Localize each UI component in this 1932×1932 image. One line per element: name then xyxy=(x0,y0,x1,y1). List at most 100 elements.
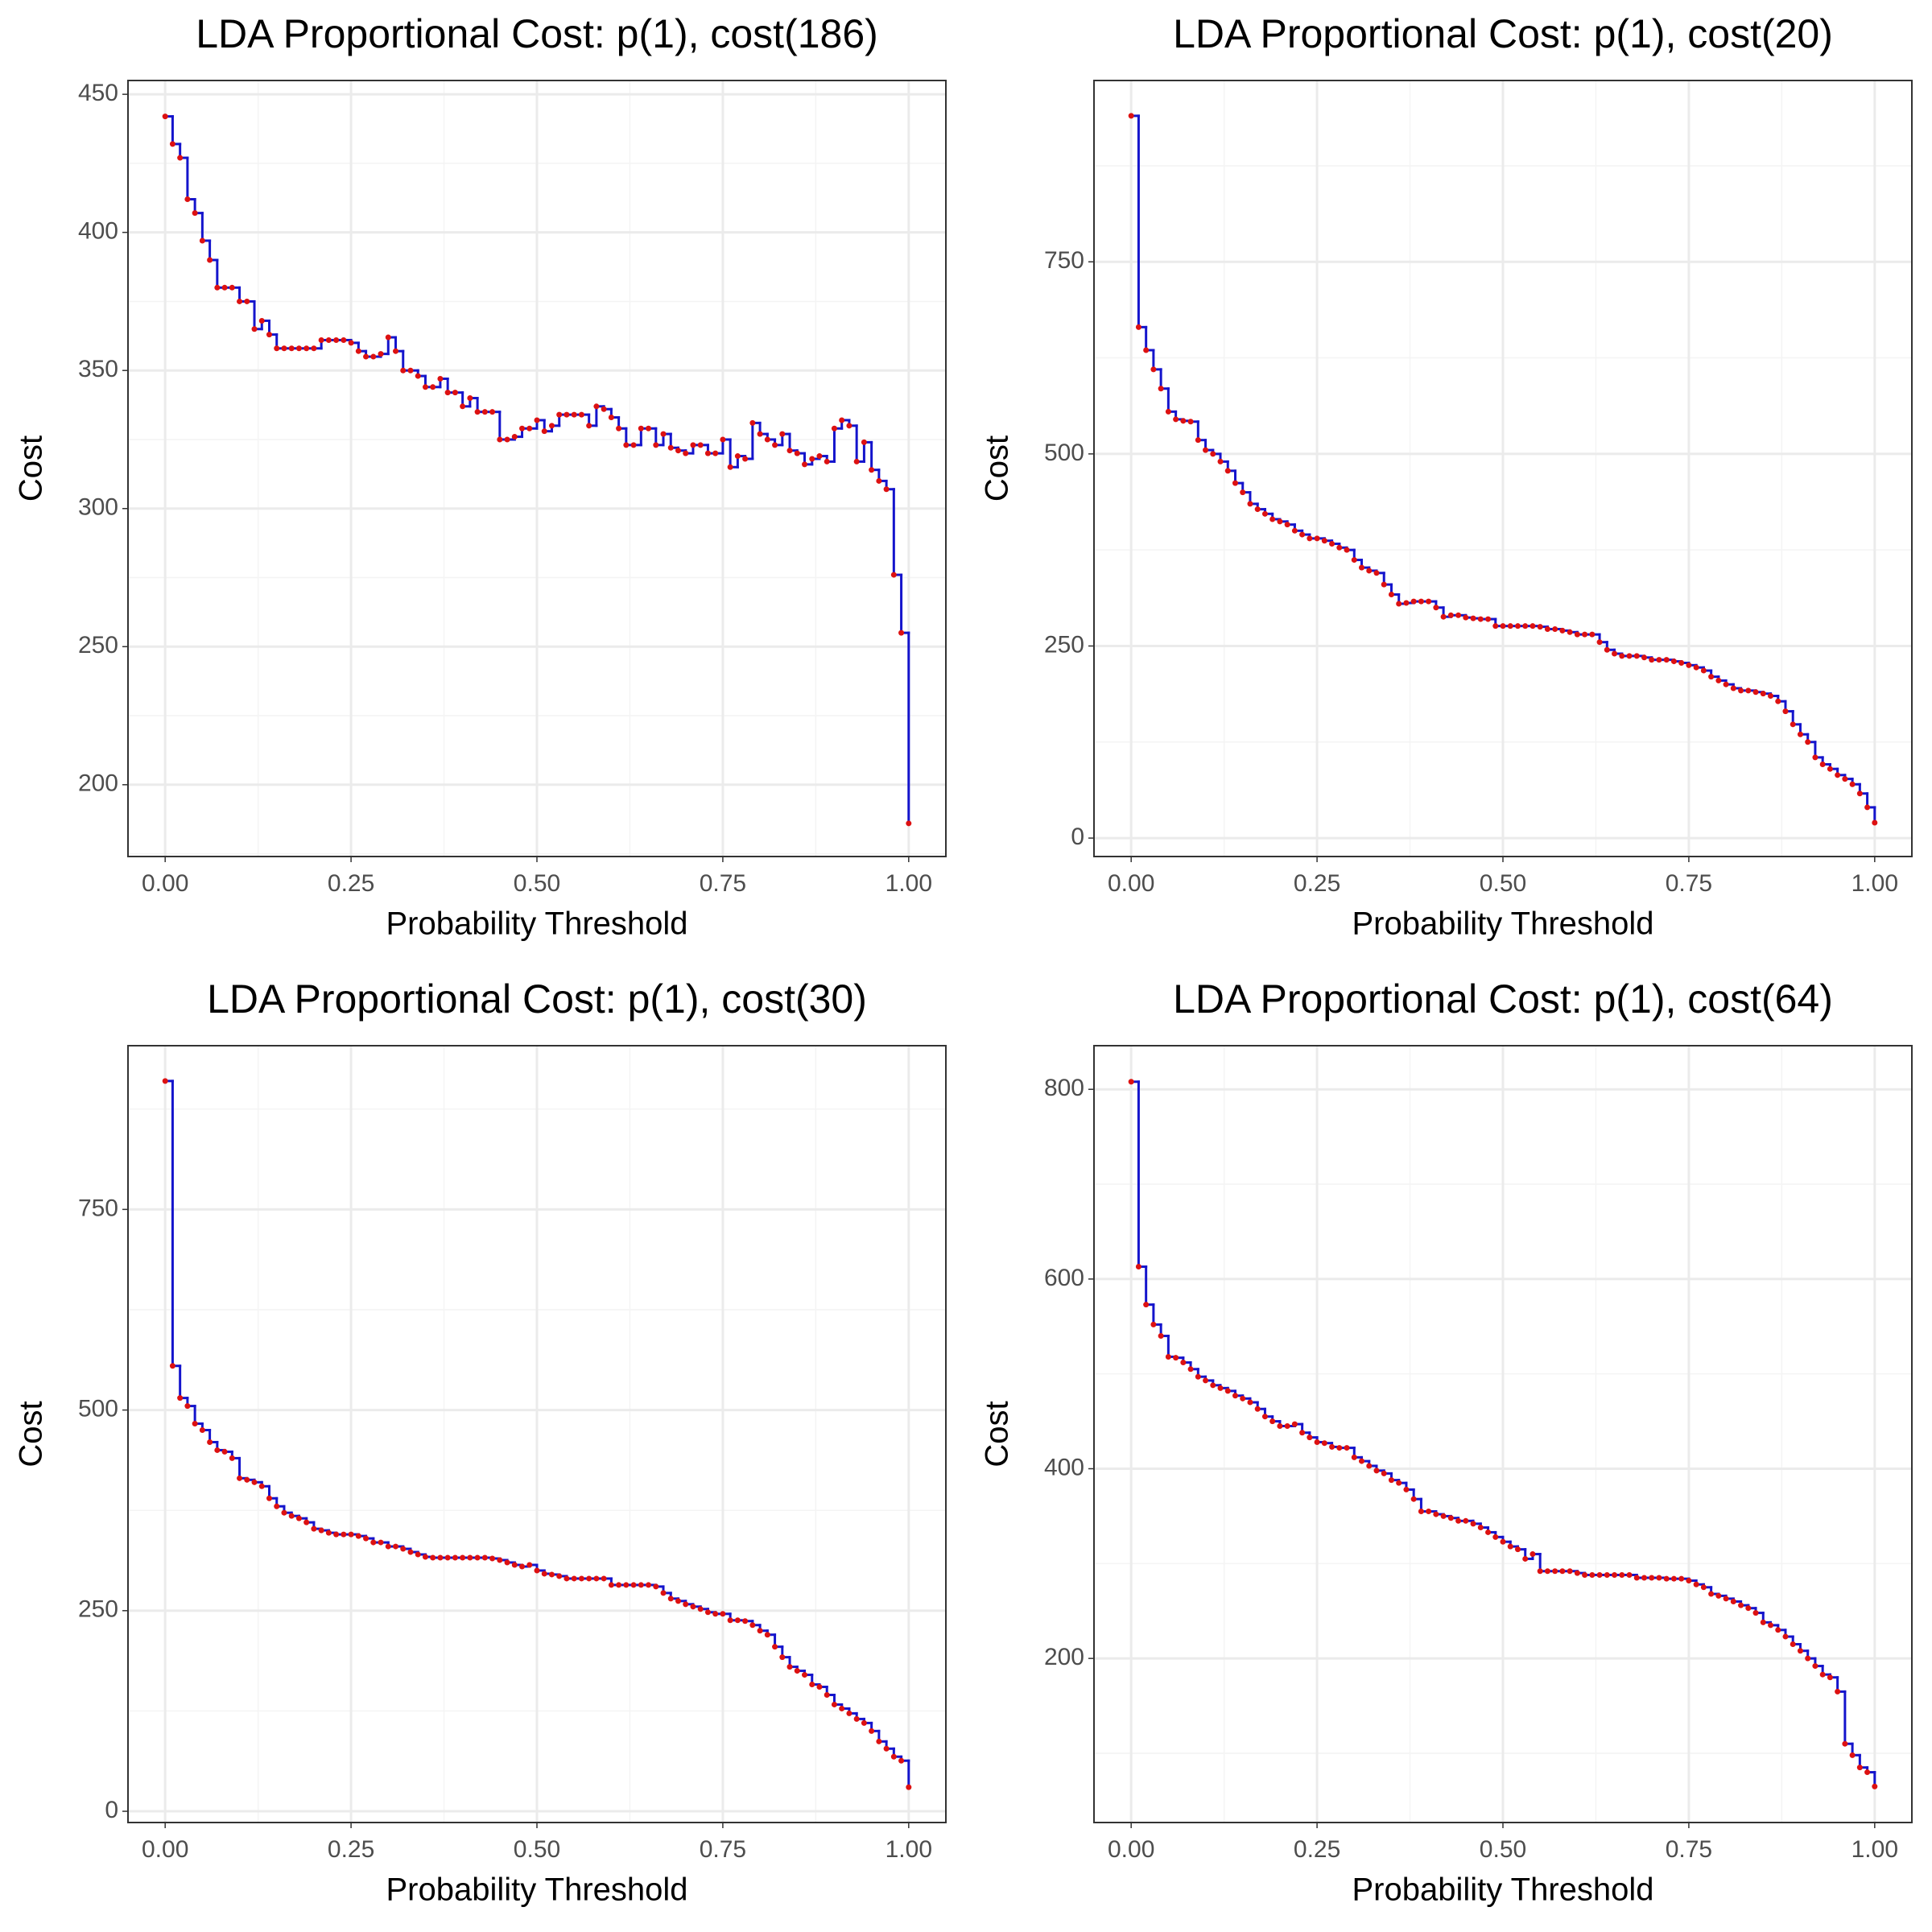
data-point xyxy=(1530,623,1536,630)
data-point xyxy=(1715,677,1722,683)
data-point xyxy=(690,442,696,448)
x-tick-label: 0.25 xyxy=(1294,1836,1340,1863)
chart-title: LDA Proportional Cost: p(1), cost(64) xyxy=(1173,976,1833,1022)
data-point xyxy=(683,450,689,456)
data-point xyxy=(1500,1538,1506,1545)
panel-border xyxy=(127,80,947,857)
y-tick-label: 350 xyxy=(78,356,118,382)
data-point xyxy=(1641,1575,1647,1581)
data-point xyxy=(169,1363,175,1369)
data-point xyxy=(1752,689,1759,696)
data-point xyxy=(1366,568,1373,574)
data-point xyxy=(1224,1388,1231,1394)
data-point xyxy=(251,1479,258,1485)
data-point xyxy=(1567,1568,1573,1575)
x-tick-label: 0.50 xyxy=(1480,870,1526,897)
data-point xyxy=(1210,1382,1216,1389)
y-tick-label: 200 xyxy=(78,770,118,797)
y-axis-title: Cost xyxy=(14,436,49,502)
data-point xyxy=(274,1503,280,1509)
data-point xyxy=(1433,1511,1439,1517)
data-point xyxy=(385,334,391,341)
data-point xyxy=(177,155,184,161)
data-point xyxy=(779,431,786,437)
data-point xyxy=(890,1753,897,1760)
y-axis-title: Cost xyxy=(980,1401,1015,1467)
data-point xyxy=(1492,1534,1499,1540)
x-tick-label: 0.00 xyxy=(1108,1836,1154,1863)
data-point xyxy=(1812,754,1818,761)
data-point xyxy=(1359,1458,1365,1464)
data-point xyxy=(809,456,815,462)
data-point xyxy=(1269,516,1276,522)
data-point xyxy=(906,820,912,827)
y-tick-label: 500 xyxy=(78,1396,118,1422)
data-point xyxy=(586,423,592,429)
data-point xyxy=(898,1757,905,1764)
data-point xyxy=(221,1448,228,1455)
data-point xyxy=(519,1563,526,1570)
data-point xyxy=(400,1546,407,1552)
data-point xyxy=(162,1078,168,1084)
y-tick-label: 200 xyxy=(1044,1644,1084,1670)
data-point xyxy=(571,1575,577,1582)
data-point xyxy=(779,1654,786,1661)
data-point xyxy=(1418,1509,1424,1515)
data-point xyxy=(824,1691,830,1698)
data-point xyxy=(370,1539,377,1546)
data-point xyxy=(1158,1333,1164,1340)
data-point xyxy=(1314,535,1320,542)
data-point xyxy=(467,395,473,402)
data-point xyxy=(1537,624,1543,630)
data-point xyxy=(333,336,340,343)
data-point xyxy=(1351,557,1357,564)
data-point xyxy=(1738,687,1744,694)
y-tick-label: 600 xyxy=(1044,1265,1084,1291)
panel-border xyxy=(127,1045,947,1823)
data-point xyxy=(861,1719,867,1726)
data-point xyxy=(1373,570,1380,576)
data-point xyxy=(1150,366,1157,373)
y-tick-label: 400 xyxy=(1044,1454,1084,1480)
data-point xyxy=(1849,1752,1856,1758)
data-point xyxy=(802,1672,808,1678)
data-point xyxy=(712,450,719,456)
data-point xyxy=(348,1531,354,1538)
data-point xyxy=(764,1632,770,1638)
data-point xyxy=(697,442,704,448)
data-point xyxy=(1819,761,1826,767)
data-point xyxy=(727,1617,733,1624)
data-point xyxy=(1180,418,1187,424)
data-point xyxy=(474,1554,481,1561)
data-point xyxy=(1418,598,1424,605)
y-tick-label: 450 xyxy=(78,80,118,106)
data-point xyxy=(303,1519,310,1525)
data-point xyxy=(1574,631,1580,638)
data-point xyxy=(1544,1568,1550,1575)
data-point xyxy=(1730,685,1736,691)
data-point xyxy=(1745,1605,1752,1612)
y-tick-label: 500 xyxy=(1044,440,1084,466)
chart-title: LDA Proportional Cost: p(1), cost(186) xyxy=(196,11,878,56)
data-point xyxy=(683,1601,689,1608)
data-point xyxy=(1158,386,1164,392)
data-point xyxy=(1842,1740,1848,1747)
data-point xyxy=(1203,1377,1209,1384)
x-axis-title: Probability Threshold xyxy=(1352,1872,1653,1908)
data-point xyxy=(541,1571,547,1577)
data-point xyxy=(393,1543,399,1550)
data-point xyxy=(1433,605,1439,611)
data-point xyxy=(1663,1575,1670,1582)
data-point xyxy=(1819,1671,1826,1678)
data-point xyxy=(1514,623,1521,630)
data-point xyxy=(1247,501,1253,507)
data-point xyxy=(1195,437,1201,444)
data-point xyxy=(883,486,890,493)
data-point xyxy=(526,1562,533,1568)
data-point xyxy=(467,1554,473,1561)
data-point xyxy=(1128,1079,1134,1085)
data-point xyxy=(1864,1769,1871,1776)
data-point xyxy=(534,1567,540,1574)
data-point xyxy=(497,1557,503,1563)
data-point xyxy=(1403,600,1410,606)
